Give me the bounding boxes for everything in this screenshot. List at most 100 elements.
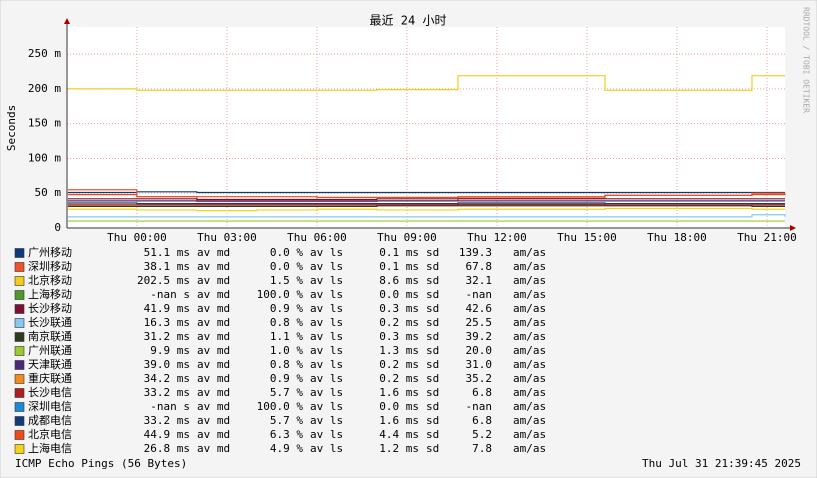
footer-left: ICMP Echo Pings (56 Bytes)	[15, 457, 187, 470]
legend-median: 34.2 ms	[144, 372, 190, 385]
y-tick-label: 100 m	[28, 151, 61, 164]
legend-label: 深圳电信	[28, 400, 72, 413]
x-tick-label: Thu 15:00	[557, 231, 617, 244]
legend-suffix: av ls	[310, 414, 343, 427]
legend-median: -nan s	[150, 400, 190, 413]
legend-label: 长沙移动	[28, 302, 72, 315]
series-line	[67, 207, 785, 212]
legend-suffix: am/as	[513, 358, 546, 371]
legend-suffix: sd	[426, 330, 439, 343]
legend-sd: 0.3 ms	[379, 302, 419, 315]
y-tick-label: 150 m	[28, 117, 61, 130]
plot-area	[67, 27, 785, 228]
legend-suffix: sd	[426, 428, 439, 441]
legend-suffix: av ls	[310, 400, 343, 413]
legend-suffix: av md	[197, 260, 230, 273]
legend-loss: 5.7 %	[270, 386, 303, 399]
legend-suffix: am/as	[513, 274, 546, 287]
legend-suffix: av md	[197, 428, 230, 441]
grid	[67, 27, 785, 229]
legend-swatch	[14, 388, 25, 398]
legend-ratio: 25.5	[466, 316, 493, 329]
legend-loss: 1.1 %	[270, 330, 303, 343]
legend-median: 33.2 ms	[144, 386, 190, 399]
legend-ratio: 35.2	[466, 372, 493, 385]
legend-median: 41.9 ms	[144, 302, 190, 315]
legend-suffix: av ls	[310, 246, 343, 259]
legend-label: 北京移动	[28, 273, 72, 287]
x-tick-label: Thu 18:00	[647, 231, 707, 244]
legend-ratio: -nan	[466, 288, 493, 301]
legend-suffix: av md	[197, 386, 230, 399]
legend-sd: 0.2 ms	[379, 358, 419, 371]
legend-label: 南京联通	[28, 329, 72, 343]
legend-loss: 5.7 %	[270, 414, 303, 427]
x-tick-label: Thu 03:00	[197, 231, 257, 244]
legend-suffix: am/as	[513, 414, 546, 427]
legend-suffix: sd	[426, 358, 439, 371]
legend-suffix: av ls	[310, 260, 343, 273]
legend-suffix: sd	[426, 372, 439, 385]
legend-suffix: sd	[426, 274, 439, 287]
legend-suffix: am/as	[513, 260, 546, 273]
legend-median: 38.1 ms	[144, 260, 190, 273]
legend-suffix: sd	[426, 288, 439, 301]
legend-sd: 0.3 ms	[379, 330, 419, 343]
legend-suffix: am/as	[513, 302, 546, 315]
legend-loss: 0.9 %	[270, 302, 303, 315]
legend-swatch	[14, 248, 25, 258]
legend-label: 长沙电信	[28, 386, 72, 399]
legend-loss: 0.0 %	[270, 260, 303, 273]
legend-loss: 1.5 %	[270, 274, 303, 287]
legend-suffix: av md	[197, 302, 230, 315]
legend-suffix: am/as	[513, 344, 546, 357]
legend-swatch	[14, 304, 25, 314]
legend-sd: 0.2 ms	[379, 316, 419, 329]
legend-suffix: av ls	[310, 344, 343, 357]
legend-sd: 0.2 ms	[379, 372, 419, 385]
chart-title: 最近 24 小时	[370, 14, 447, 28]
legend-sd: 4.4 ms	[379, 428, 419, 441]
legend-ratio: 6.8	[472, 414, 492, 427]
legend-swatch	[14, 374, 25, 384]
legend-label: 上海移动	[28, 287, 72, 301]
legend-ratio: 6.8	[472, 386, 492, 399]
legend-swatch	[14, 262, 25, 272]
x-tick-label: Thu 09:00	[377, 231, 437, 244]
legend-ratio: 20.0	[466, 344, 493, 357]
legend-loss: 100.0 %	[257, 400, 304, 413]
legend-swatch	[14, 430, 25, 440]
legend-swatch	[14, 290, 25, 300]
legend-suffix: av md	[197, 316, 230, 329]
legend-ratio: 7.8	[472, 442, 492, 455]
legend-suffix: sd	[426, 316, 439, 329]
legend-suffix: av md	[197, 358, 230, 371]
legend-label: 天津联通	[28, 358, 72, 371]
legend-ratio: 31.0	[466, 358, 493, 371]
series-line	[67, 203, 785, 206]
legend-suffix: sd	[426, 260, 439, 273]
legend: 广州移动 51.1 ms av md 0.0 % av ls 0.1 ms sd 139.3 a…	[14, 246, 546, 455]
y-tick-label: 200 m	[28, 82, 61, 95]
legend-median: 31.2 ms	[144, 330, 190, 343]
legend-suffix: am/as	[513, 400, 546, 413]
x-tick-label: Thu 12:00	[467, 231, 527, 244]
legend-suffix: av ls	[310, 428, 343, 441]
legend-median: 9.9 ms	[150, 344, 190, 357]
legend-suffix: sd	[426, 246, 439, 259]
legend-suffix: av md	[197, 330, 230, 343]
series-line	[67, 202, 785, 205]
legend-suffix: av ls	[310, 358, 343, 371]
legend-suffix: am/as	[513, 288, 546, 301]
legend-sd: 1.3 ms	[379, 344, 419, 357]
legend-suffix: av ls	[310, 288, 343, 301]
legend-loss: 0.8 %	[270, 358, 303, 371]
legend-median: 33.2 ms	[144, 414, 190, 427]
y-axis-label: Seconds	[5, 105, 18, 151]
legend-swatch	[14, 416, 25, 426]
y-tick-label: 50 m	[35, 186, 62, 199]
legend-ratio: 32.1	[466, 274, 493, 287]
side-text: RRDTOOL / TOBI OETIKER	[802, 7, 811, 113]
legend-sd: 1.6 ms	[379, 414, 419, 427]
x-axis-arrow	[790, 225, 796, 231]
